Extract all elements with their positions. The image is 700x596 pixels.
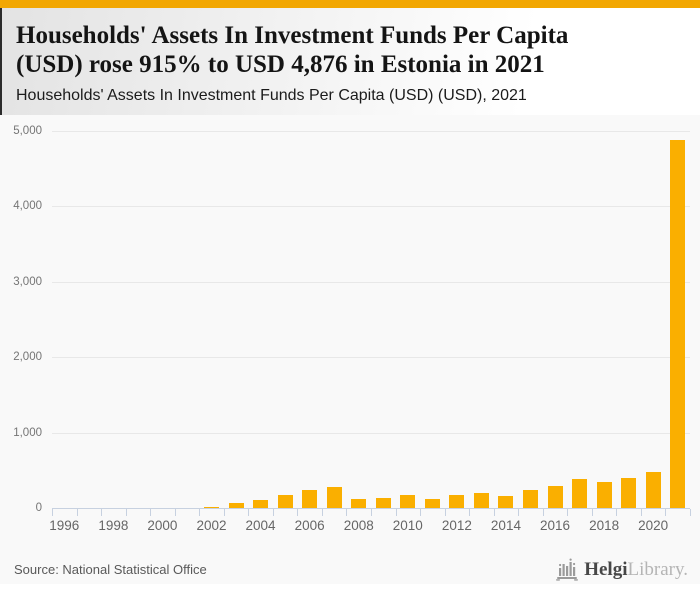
x-tick-label: 2004 <box>245 518 276 533</box>
x-axis-tick <box>420 509 422 516</box>
bar-2021 <box>670 139 686 508</box>
x-axis-tick <box>665 509 667 516</box>
bar-2015 <box>523 489 538 508</box>
x-tick-label: 2016 <box>540 518 571 533</box>
y-tick-label: 0 <box>35 502 42 514</box>
x-tick-label: 2014 <box>490 518 521 533</box>
y-tick-label: 3,000 <box>13 275 42 288</box>
x-tick-label: 2018 <box>589 518 620 533</box>
x-axis-tick <box>76 509 78 516</box>
bar-2007 <box>326 486 342 508</box>
x-axis-tick <box>101 509 103 516</box>
bar-2017 <box>572 479 588 508</box>
gridline-4000 <box>52 206 690 207</box>
bar-2009 <box>375 498 391 508</box>
y-tick-label: 4,000 <box>13 200 42 212</box>
chart-footer: Source: National Statistical Office <box>14 555 688 583</box>
y-tick-label: 2,000 <box>13 351 42 363</box>
x-tick-label: 2020 <box>638 518 669 533</box>
x-axis-tick <box>272 509 274 516</box>
bar-2013 <box>473 492 489 508</box>
bar-2005 <box>277 494 293 508</box>
chart-header: Households' Assets In Investment Funds P… <box>0 8 700 115</box>
bar-2014 <box>498 495 514 508</box>
helgi-library-logo: HelgiLibrary. <box>555 558 688 581</box>
x-axis-tick <box>542 509 544 516</box>
x-axis-tick <box>493 509 495 516</box>
x-axis-tick <box>125 509 127 516</box>
gridline-5000 <box>52 130 690 132</box>
x-tick-label: 2008 <box>343 518 374 533</box>
x-tick-label: 2002 <box>196 518 227 533</box>
x-axis-tick <box>591 509 593 516</box>
page-title: Households' Assets In Investment Funds P… <box>16 21 684 79</box>
bar-2016 <box>547 486 563 508</box>
accent-banner <box>0 0 700 8</box>
bar-2011 <box>424 498 440 508</box>
source-label: Source: National Statistical Office <box>14 561 207 577</box>
x-axis-tick <box>321 509 323 516</box>
x-tick-label: 1998 <box>98 518 129 533</box>
x-axis-tick <box>199 509 201 516</box>
x-axis-tick <box>150 509 152 516</box>
x-axis-tick <box>174 509 176 516</box>
bar-chart-logo-icon <box>556 558 579 581</box>
gridline-1000 <box>52 432 690 434</box>
x-axis-tick <box>395 509 397 516</box>
x-axis-tick <box>567 509 569 516</box>
x-axis-tick <box>469 509 471 516</box>
x-tick-label: 2012 <box>441 518 472 533</box>
y-tick-label: 1,000 <box>13 426 42 439</box>
bar-2018 <box>596 481 612 508</box>
bar-2020 <box>645 471 661 508</box>
logo-library: Library. <box>627 558 689 580</box>
bar-2012 <box>449 494 465 508</box>
gridline-2000 <box>52 357 690 358</box>
x-tick-label: 1996 <box>49 518 80 533</box>
title-line-2: (USD) rose 915% to USD 4,876 in Estonia … <box>16 51 545 78</box>
bar-2008 <box>351 499 367 508</box>
x-tick-label: 2000 <box>147 518 178 533</box>
logo-helgi: Helgi <box>584 558 628 580</box>
x-tick-label: 2010 <box>392 518 423 533</box>
bar-2006 <box>302 490 318 508</box>
x-axis-tick <box>248 509 250 516</box>
bar-2019 <box>621 478 637 508</box>
bar-2003 <box>228 502 244 508</box>
x-axis-tick <box>640 509 642 516</box>
x-tick-label: 2006 <box>294 518 325 533</box>
logo-text: HelgiLibrary. <box>584 559 688 581</box>
y-tick-label: 5,000 <box>13 124 42 137</box>
x-axis-tick <box>690 509 691 516</box>
bar-2002 <box>204 506 219 508</box>
x-axis-tick <box>444 509 446 516</box>
bar-2004 <box>253 500 269 508</box>
x-axis-tick <box>518 509 520 516</box>
x-axis-tick <box>297 509 299 516</box>
x-axis-tick <box>616 509 618 516</box>
bar-2010 <box>400 495 416 508</box>
title-line-1: Households' Assets In Investment Funds P… <box>16 22 569 49</box>
x-axis-tick <box>52 509 53 516</box>
x-axis-line <box>52 508 690 509</box>
x-axis-tick <box>346 509 348 516</box>
x-axis-tick <box>371 509 372 516</box>
chart-subtitle: Households' Assets In Investment Funds P… <box>16 87 527 104</box>
gridline-3000 <box>52 281 690 283</box>
x-axis-tick <box>223 509 225 516</box>
